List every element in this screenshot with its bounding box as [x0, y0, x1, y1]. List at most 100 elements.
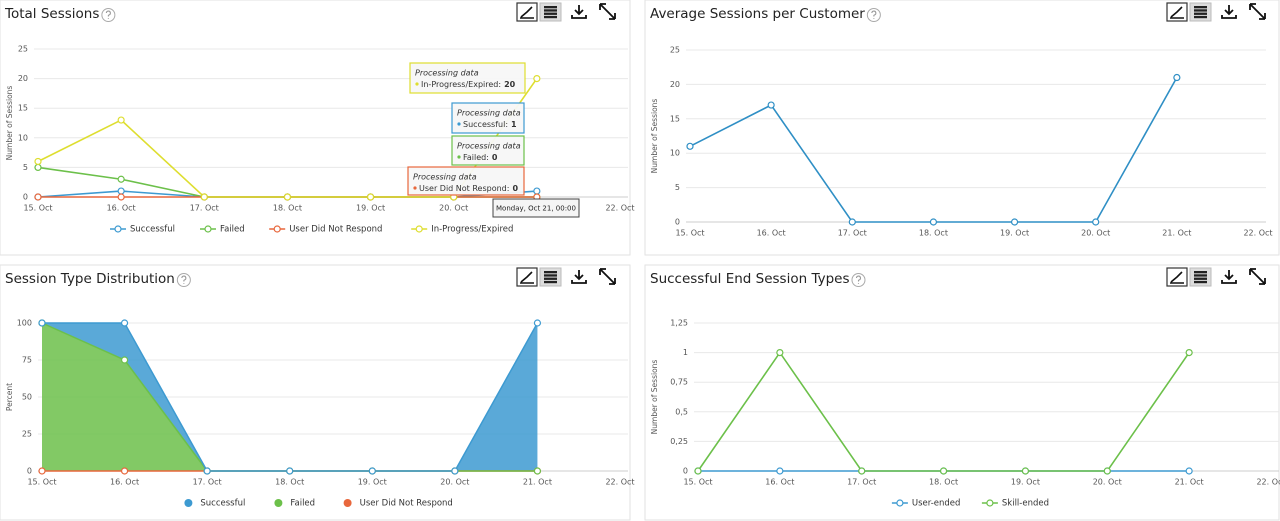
x-tick-label: 20. Oct	[440, 478, 469, 487]
help-icon[interactable]	[866, 8, 881, 22]
x-tick-label: 19. Oct	[356, 204, 385, 213]
legend-marker[interactable]	[273, 225, 281, 233]
x-tick-label: 18. Oct	[929, 478, 958, 487]
expand-button[interactable]	[599, 268, 616, 285]
legend-label[interactable]: Successful	[200, 499, 245, 509]
table-glyph	[544, 12, 557, 15]
legend-label[interactable]: User Did Not Respond	[360, 499, 453, 509]
tooltip-box	[409, 62, 526, 94]
expand-button[interactable]	[1249, 3, 1266, 20]
data-point	[694, 467, 702, 475]
series-area	[42, 323, 538, 471]
data-point	[1092, 218, 1100, 226]
chart-view-glyph	[520, 271, 534, 284]
x-tick-label: 22. Oct	[605, 478, 634, 487]
expand-button[interactable]	[599, 3, 616, 20]
table-view-button[interactable]	[1189, 267, 1212, 287]
legend-label[interactable]: In-Progress/Expired	[431, 225, 513, 235]
table-glyph	[544, 271, 557, 274]
x-tick-label: 18. Oct	[919, 229, 948, 238]
tooltip-title: Processing data	[415, 69, 479, 78]
x-tick-label: 20. Oct	[1081, 229, 1110, 238]
data-point	[200, 193, 208, 201]
legend-marker[interactable]	[184, 499, 193, 507]
legend-marker[interactable]	[343, 499, 352, 507]
tooltip-title: Processing data	[457, 142, 521, 151]
x-tick-label: 22. Oct	[1243, 229, 1272, 238]
panel	[644, 0, 1280, 256]
table-view-button[interactable]	[1189, 2, 1212, 22]
legend-label[interactable]: Failed	[290, 499, 315, 509]
x-tick-label: 20. Oct	[439, 204, 468, 213]
x-tick-label: 22. Oct	[1256, 478, 1280, 487]
y-tick-label: 0	[683, 467, 688, 476]
chart-view-glyph	[1170, 271, 1184, 284]
y-axis-label: Number of Sessions	[650, 99, 659, 174]
table-view-button[interactable]	[539, 267, 562, 287]
help-icon[interactable]	[176, 273, 191, 287]
x-tick-label: 15. Oct	[683, 478, 712, 487]
legend-label[interactable]: Skill-ended	[1002, 499, 1049, 509]
legend-label[interactable]: User-ended	[912, 499, 961, 509]
data-point	[34, 193, 42, 201]
x-tick-label: 19. Oct	[1011, 478, 1040, 487]
help-glyph	[871, 10, 877, 19]
table-glyph	[1194, 271, 1207, 274]
data-point	[34, 157, 42, 166]
x-tick-label: 15. Oct	[675, 229, 704, 238]
data-point	[1010, 218, 1019, 226]
table-glyph	[544, 274, 557, 277]
legend-marker[interactable]	[896, 499, 904, 507]
help-icon[interactable]	[101, 8, 116, 22]
y-axis-label: Number of Sessions	[5, 86, 14, 161]
y-tick-label: 0	[27, 467, 32, 476]
y-tick-label: 1,25	[670, 319, 688, 328]
chart-title: Session Type Distribution	[5, 271, 175, 287]
data-point	[286, 467, 294, 475]
download-button[interactable]	[571, 5, 587, 19]
tooltip-label: In-Progress/Expired:	[421, 80, 501, 89]
x-tick-label: 16. Oct	[107, 204, 136, 213]
x-tick-label: 17. Oct	[847, 478, 876, 487]
tooltip-dot	[415, 82, 419, 86]
legend-marker[interactable]	[204, 225, 212, 233]
expand-button[interactable]	[1249, 268, 1266, 285]
download-button[interactable]	[571, 270, 587, 284]
legend-marker[interactable]	[986, 499, 994, 507]
y-tick-label: 20	[18, 74, 28, 83]
download-button[interactable]	[1221, 5, 1237, 19]
help-icon[interactable]	[851, 273, 866, 287]
legend-marker[interactable]	[415, 225, 423, 233]
chart-title: Successful End Session Types	[650, 271, 849, 287]
data-point	[1173, 73, 1181, 82]
tooltip-dot	[413, 186, 417, 190]
x-tick-label: 18. Oct	[273, 204, 302, 213]
y-tick-label: 0	[675, 218, 680, 227]
legend-marker[interactable]	[274, 499, 283, 507]
table-glyph	[1194, 15, 1207, 19]
y-tick-label: 25	[22, 430, 32, 439]
y-tick-label: 0,5	[675, 407, 688, 416]
data-point	[533, 74, 541, 83]
table-view-button[interactable]	[539, 2, 562, 22]
legend-label[interactable]: User Did Not Respond	[289, 225, 382, 235]
chart-title: Total Sessions	[4, 6, 99, 22]
tooltip-line: Failed: 0	[463, 153, 498, 162]
tooltip-line: User Did Not Respond: 0	[419, 184, 518, 193]
tooltip-value: 1	[511, 120, 517, 129]
x-tooltip-box	[492, 198, 580, 218]
table-glyph	[544, 277, 557, 280]
legend-marker[interactable]	[114, 225, 122, 233]
data-point	[38, 467, 46, 475]
data-point	[767, 101, 775, 109]
tooltip-title: Processing data	[413, 173, 477, 182]
data-point	[1185, 467, 1193, 475]
y-tick-label: 25	[670, 46, 680, 55]
legend-label[interactable]: Failed	[220, 225, 245, 235]
table-glyph	[1194, 9, 1207, 12]
data-point	[203, 467, 211, 475]
data-point	[848, 218, 856, 226]
y-tick-label: 15	[670, 114, 680, 123]
download-button[interactable]	[1221, 270, 1237, 284]
legend-label[interactable]: Successful	[130, 225, 175, 235]
